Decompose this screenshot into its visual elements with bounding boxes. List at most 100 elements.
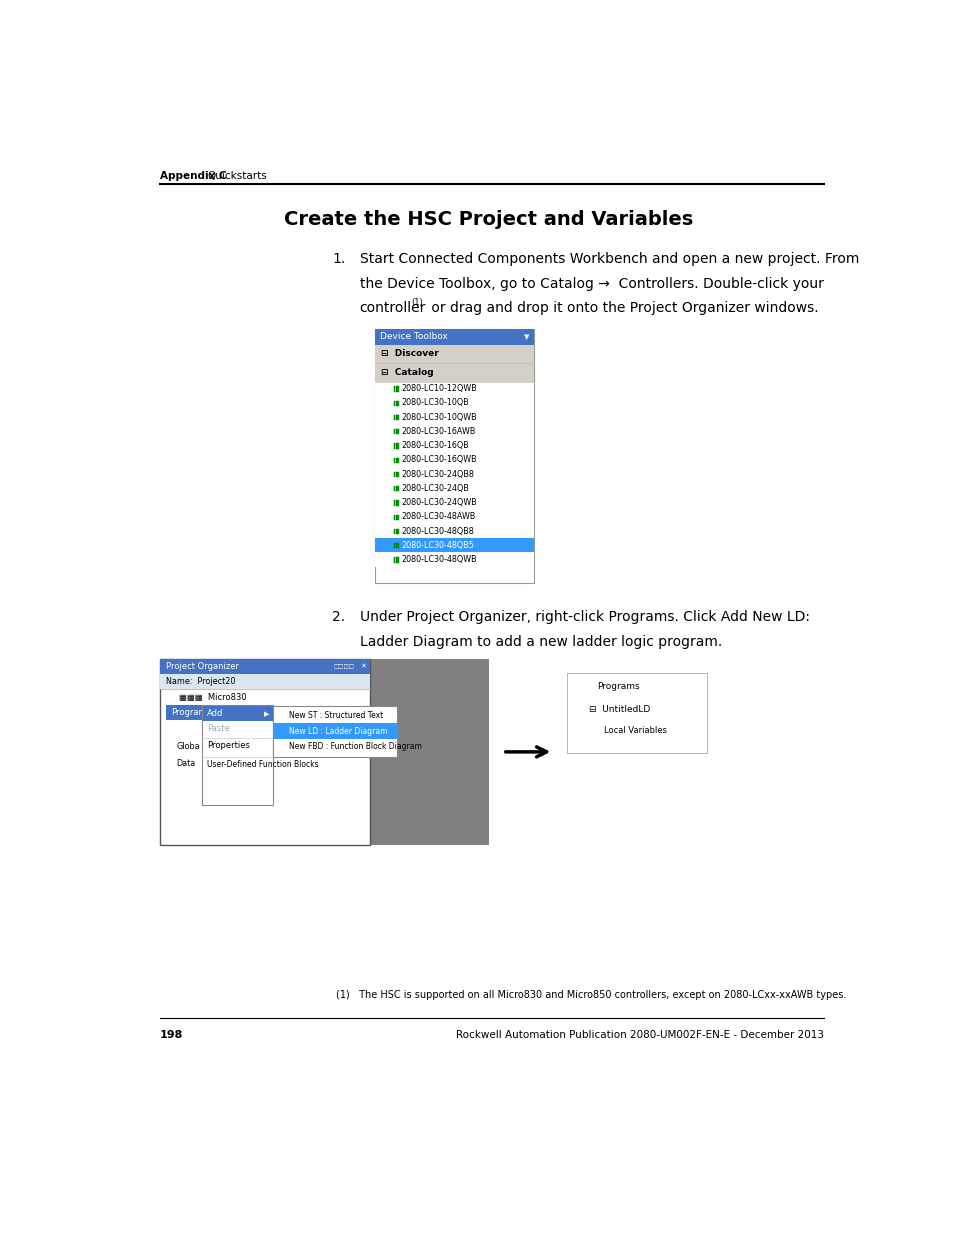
Text: Ladder Diagram to add a new ladder logic program.: Ladder Diagram to add a new ladder logic…	[359, 635, 721, 648]
FancyBboxPatch shape	[375, 495, 534, 510]
Text: ⊟  Catalog: ⊟ Catalog	[381, 368, 434, 377]
Bar	[397, 557, 398, 563]
Text: □□□□: □□□□	[334, 664, 355, 669]
Text: ⊟  Discover: ⊟ Discover	[381, 350, 438, 358]
Text: 2080-LC30-24QB: 2080-LC30-24QB	[401, 484, 469, 493]
Text: 2080-LC30-16QB: 2080-LC30-16QB	[401, 441, 469, 450]
Text: 2080-LC30-10QB: 2080-LC30-10QB	[401, 399, 469, 408]
FancyBboxPatch shape	[375, 410, 534, 425]
Text: Paste: Paste	[207, 724, 230, 734]
Bar	[395, 457, 396, 463]
Text: ▶: ▶	[264, 711, 270, 716]
Text: or drag and drop it onto the Project Organizer windows.: or drag and drop it onto the Project Org…	[427, 301, 818, 315]
Text: 2080-LC30-16AWB: 2080-LC30-16AWB	[401, 427, 476, 436]
Text: Project Organizer: Project Organizer	[166, 662, 238, 671]
Text: Globa: Globa	[176, 742, 200, 751]
Text: 2080-LC30-10QWB: 2080-LC30-10QWB	[401, 412, 476, 421]
Bar	[395, 472, 396, 477]
Text: Create the HSC Project and Variables: Create the HSC Project and Variables	[284, 210, 693, 228]
Bar	[397, 500, 398, 505]
Text: New ST : Structured Text: New ST : Structured Text	[289, 711, 383, 720]
Text: 198: 198	[159, 1030, 183, 1040]
Bar	[395, 500, 396, 505]
Bar	[394, 543, 395, 548]
FancyBboxPatch shape	[375, 467, 534, 482]
FancyBboxPatch shape	[159, 658, 370, 845]
Bar	[395, 387, 396, 391]
FancyBboxPatch shape	[375, 438, 534, 453]
Text: 2080-LC30-48QB5: 2080-LC30-48QB5	[401, 541, 474, 550]
Bar	[394, 487, 395, 492]
Text: Appendix C: Appendix C	[159, 170, 226, 180]
Text: 2080-LC30-48QWB: 2080-LC30-48QWB	[401, 555, 476, 564]
Text: Device Toolbox: Device Toolbox	[379, 332, 447, 341]
Bar	[397, 443, 398, 448]
FancyBboxPatch shape	[202, 705, 274, 805]
Bar	[394, 400, 395, 406]
Text: ✕: ✕	[359, 663, 365, 669]
Bar	[397, 415, 398, 420]
FancyBboxPatch shape	[375, 453, 534, 467]
Bar	[397, 457, 398, 463]
Bar	[394, 415, 395, 420]
Bar	[394, 472, 395, 477]
Text: Local Variables: Local Variables	[604, 726, 667, 736]
FancyBboxPatch shape	[375, 482, 534, 495]
FancyBboxPatch shape	[274, 706, 397, 757]
FancyBboxPatch shape	[375, 330, 534, 345]
Text: 2080-LC30-48AWB: 2080-LC30-48AWB	[401, 513, 476, 521]
Text: Add: Add	[207, 709, 223, 719]
Text: ⊟  UntitledLD: ⊟ UntitledLD	[588, 705, 649, 714]
Bar	[397, 487, 398, 492]
Text: 2.: 2.	[332, 610, 345, 624]
FancyBboxPatch shape	[375, 552, 534, 567]
Bar	[397, 515, 398, 520]
FancyBboxPatch shape	[159, 658, 488, 845]
Bar	[395, 443, 396, 448]
Text: 2080-LC30-48QB8: 2080-LC30-48QB8	[401, 526, 474, 536]
Text: 2080-LC30-24QB8: 2080-LC30-24QB8	[401, 469, 474, 479]
Text: Rockwell Automation Publication 2080-UM002F-EN-E - December 2013: Rockwell Automation Publication 2080-UM0…	[456, 1030, 822, 1040]
Bar	[394, 515, 395, 520]
Bar	[397, 400, 398, 406]
FancyBboxPatch shape	[375, 363, 534, 382]
Bar	[397, 387, 398, 391]
FancyBboxPatch shape	[274, 724, 396, 739]
Text: Under Project Organizer, right-click Programs. Click Add New LD:: Under Project Organizer, right-click Pro…	[359, 610, 809, 624]
Bar	[397, 529, 398, 535]
Text: Programs: Programs	[171, 708, 211, 718]
Text: 2080-LC30-24QWB: 2080-LC30-24QWB	[401, 498, 476, 508]
Bar	[395, 400, 396, 406]
Text: ▦▦▦  Micro830: ▦▦▦ Micro830	[179, 693, 246, 701]
Text: (1)   The HSC is supported on all Micro830 and Micro850 controllers, except on 2: (1) The HSC is supported on all Micro830…	[335, 989, 845, 1000]
Text: (1): (1)	[411, 298, 423, 306]
Text: Start Connected Components Workbench and open a new project. From: Start Connected Components Workbench and…	[359, 252, 858, 267]
FancyBboxPatch shape	[375, 330, 534, 583]
Text: the Device Toolbox, go to Catalog →  Controllers. Double-click your: the Device Toolbox, go to Catalog → Cont…	[359, 277, 822, 290]
Bar	[394, 443, 395, 448]
Bar	[395, 415, 396, 420]
FancyBboxPatch shape	[203, 706, 273, 721]
Bar	[395, 557, 396, 563]
FancyBboxPatch shape	[375, 524, 534, 538]
FancyBboxPatch shape	[375, 538, 534, 552]
Bar	[395, 429, 396, 435]
Text: Name:  Project20: Name: Project20	[166, 677, 234, 685]
Bar	[397, 543, 398, 548]
FancyBboxPatch shape	[159, 674, 370, 689]
Text: ▼: ▼	[523, 333, 529, 340]
Text: controller: controller	[359, 301, 425, 315]
Text: User-Defined Function Blocks: User-Defined Function Blocks	[207, 760, 318, 768]
Text: 2080-LC30-16QWB: 2080-LC30-16QWB	[401, 456, 476, 464]
Text: New FBD : Function Block Diagram: New FBD : Function Block Diagram	[289, 742, 421, 751]
FancyBboxPatch shape	[375, 345, 534, 363]
FancyBboxPatch shape	[375, 510, 534, 524]
Bar	[397, 429, 398, 435]
Text: Properties: Properties	[207, 741, 250, 750]
Bar	[394, 529, 395, 535]
FancyBboxPatch shape	[567, 673, 706, 753]
FancyBboxPatch shape	[375, 382, 534, 395]
Bar	[397, 472, 398, 477]
Text: 2080-LC10-12QWB: 2080-LC10-12QWB	[401, 384, 476, 393]
Text: Data: Data	[176, 758, 195, 768]
